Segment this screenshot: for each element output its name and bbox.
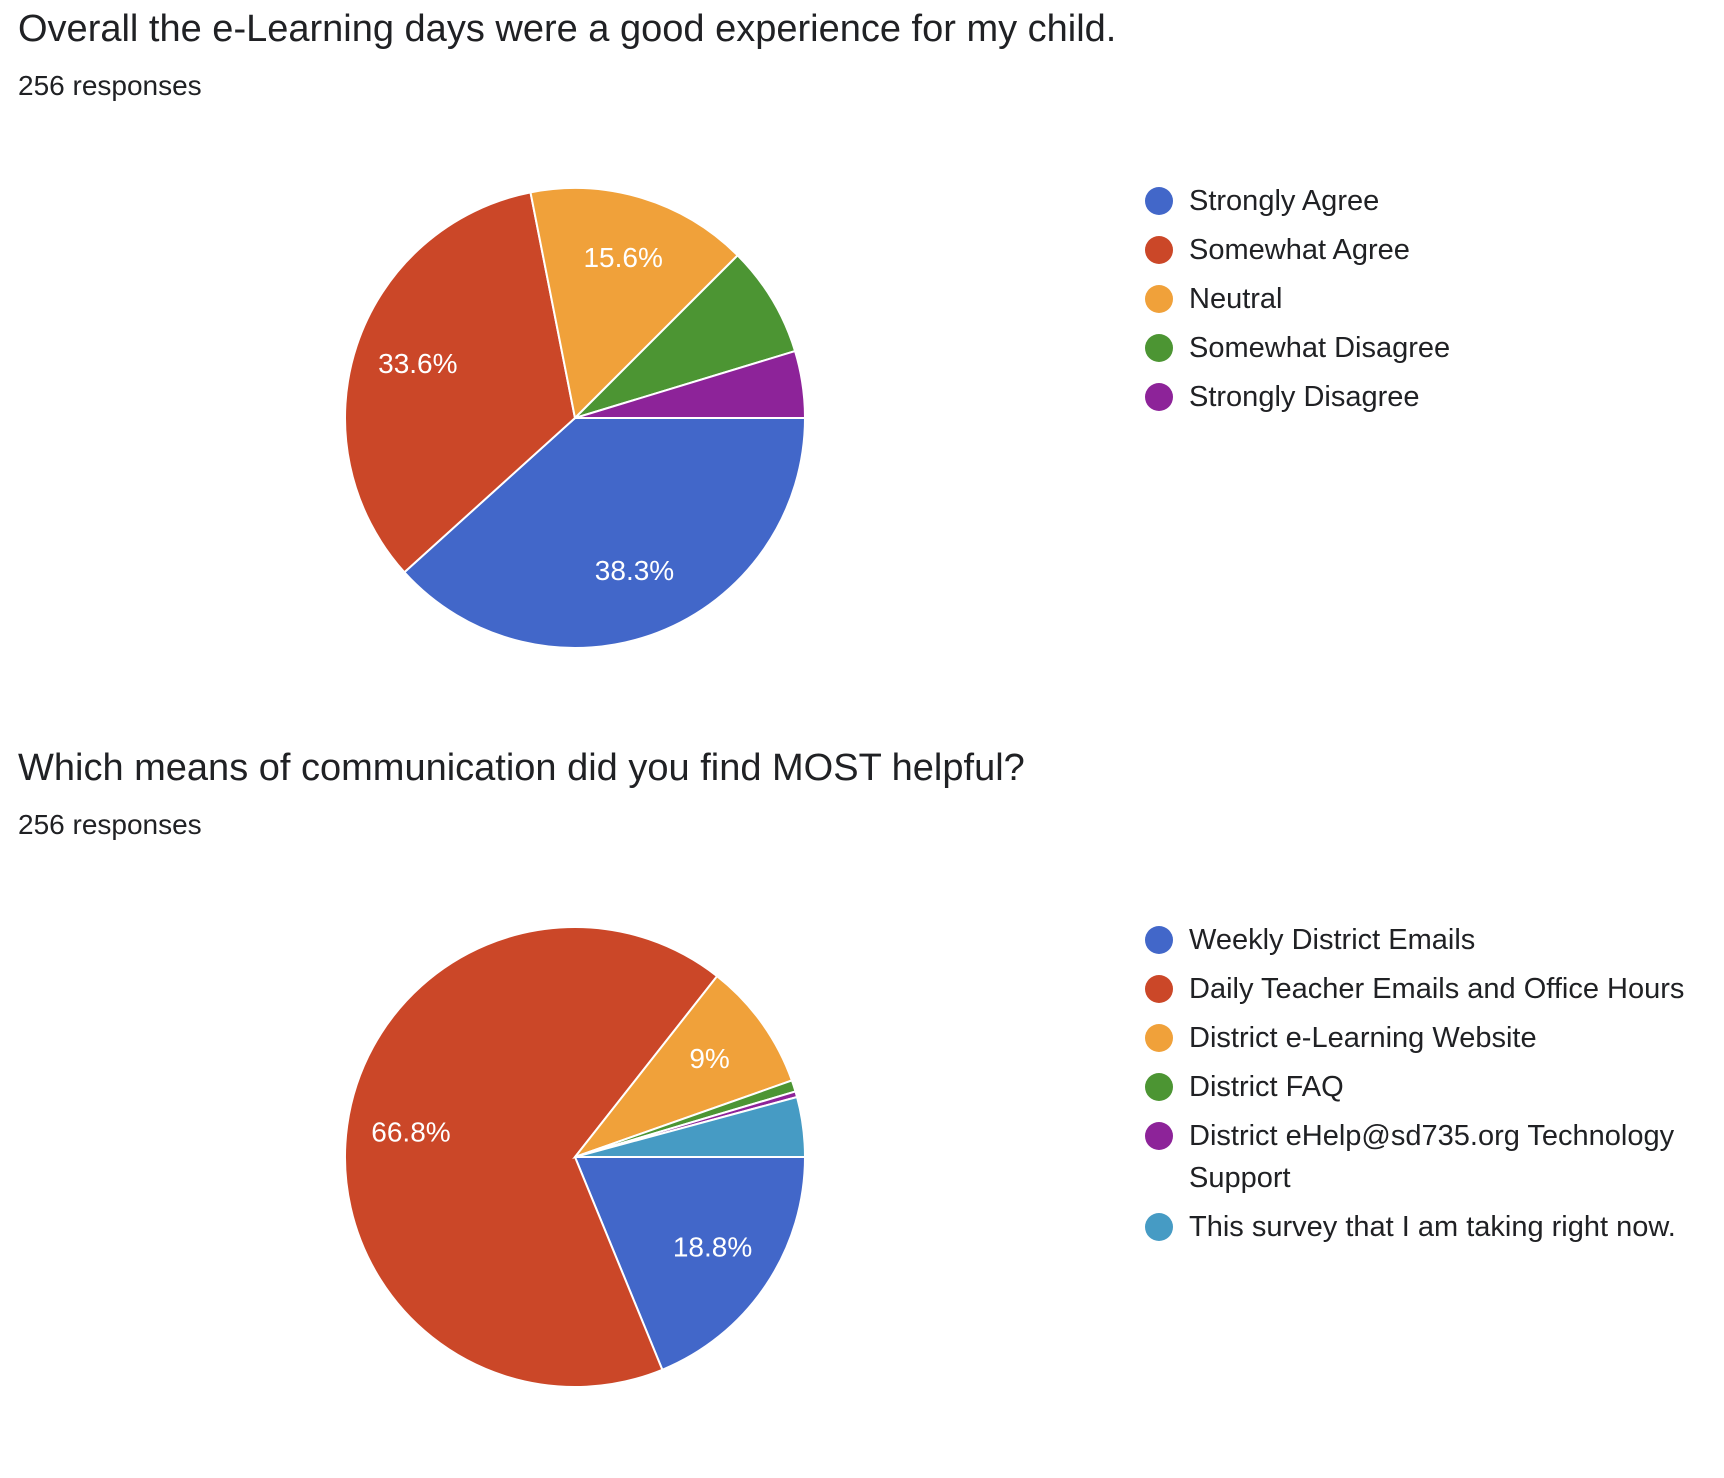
pie-slice bbox=[574, 253, 797, 419]
pie-chart: 18.8% 66.8% 9% bbox=[344, 926, 807, 1388]
response-count: 256 responses bbox=[18, 70, 202, 101]
slice-label: 66.8% bbox=[371, 1117, 450, 1148]
legend-item: District eHelp@sd735.org Technology Supp… bbox=[1145, 1115, 1720, 1199]
legend-item: This survey that I am taking right now. bbox=[1145, 1206, 1720, 1248]
slice-label: 33.6% bbox=[378, 348, 457, 379]
legend-item: Strongly Disagree bbox=[1145, 376, 1720, 418]
legend: Strongly Agree Somewhat Agree Neutral Somew… bbox=[1145, 180, 1720, 425]
chart-title: Which means of communication did you fin… bbox=[18, 747, 1025, 789]
slice-label: 18.8% bbox=[673, 1232, 752, 1263]
legend-label: Somewhat Agree bbox=[1189, 234, 1410, 266]
legend-swatch bbox=[1145, 1122, 1173, 1150]
slice-label: 9% bbox=[689, 1043, 729, 1074]
legend-item: Strongly Agree bbox=[1145, 180, 1720, 222]
pie-chart: 38.3% 33.6% 15.6% bbox=[344, 187, 807, 649]
legend-label: Neutral bbox=[1189, 283, 1283, 315]
legend-item: Neutral bbox=[1145, 278, 1720, 320]
legend-swatch bbox=[1145, 975, 1173, 1003]
pie-slice bbox=[573, 1156, 807, 1372]
legend: Weekly District Emails Daily Teacher Emai… bbox=[1145, 919, 1720, 1255]
legend-label: District eHelp@sd735.org Technology Supp… bbox=[1189, 1120, 1675, 1194]
response-count: 256 responses bbox=[18, 809, 202, 840]
pie-slice bbox=[574, 1095, 807, 1158]
legend-swatch bbox=[1145, 236, 1173, 264]
legend-item: Somewhat Disagree bbox=[1145, 327, 1720, 369]
pie-slice bbox=[402, 417, 807, 649]
pie-slice bbox=[572, 974, 794, 1160]
legend-label: Daily Teacher Emails and Office Hours bbox=[1189, 973, 1685, 1005]
legend-item: Somewhat Agree bbox=[1145, 229, 1720, 271]
legend-label: Strongly Agree bbox=[1189, 185, 1380, 217]
pie-slice bbox=[344, 926, 719, 1388]
legend-item: Daily Teacher Emails and Office Hours bbox=[1145, 968, 1720, 1010]
chart-title: Overall the e-Learning days were a good … bbox=[18, 8, 1117, 50]
slice-label: 15.6% bbox=[583, 242, 662, 273]
pie-slice bbox=[529, 187, 740, 421]
slice-label: 38.3% bbox=[595, 555, 674, 586]
legend-swatch bbox=[1145, 334, 1173, 362]
legend-swatch bbox=[1145, 1213, 1173, 1241]
pie-slice bbox=[344, 191, 577, 574]
legend-item: District e-Learning Website bbox=[1145, 1017, 1720, 1059]
legend-item: Weekly District Emails bbox=[1145, 919, 1720, 961]
legend-label: District e-Learning Website bbox=[1189, 1022, 1537, 1054]
legend-label: This survey that I am taking right now. bbox=[1189, 1211, 1676, 1243]
chart-section: Overall the e-Learning days were a good … bbox=[18, 8, 1720, 649]
pie-slice bbox=[574, 349, 807, 419]
legend-label: Weekly District Emails bbox=[1189, 924, 1476, 956]
legend-item: District FAQ bbox=[1145, 1066, 1720, 1108]
legend-swatch bbox=[1145, 1073, 1173, 1101]
chart-section: Which means of communication did you fin… bbox=[0, 739, 1724, 1478]
legend-swatch bbox=[1145, 285, 1173, 313]
legend-swatch bbox=[1145, 383, 1173, 411]
legend-swatch bbox=[1145, 187, 1173, 215]
legend-swatch bbox=[1145, 1024, 1173, 1052]
legend-label: Somewhat Disagree bbox=[1189, 332, 1451, 364]
legend-label: Strongly Disagree bbox=[1189, 381, 1420, 413]
legend-swatch bbox=[1145, 926, 1173, 954]
legend-label: District FAQ bbox=[1189, 1071, 1344, 1103]
